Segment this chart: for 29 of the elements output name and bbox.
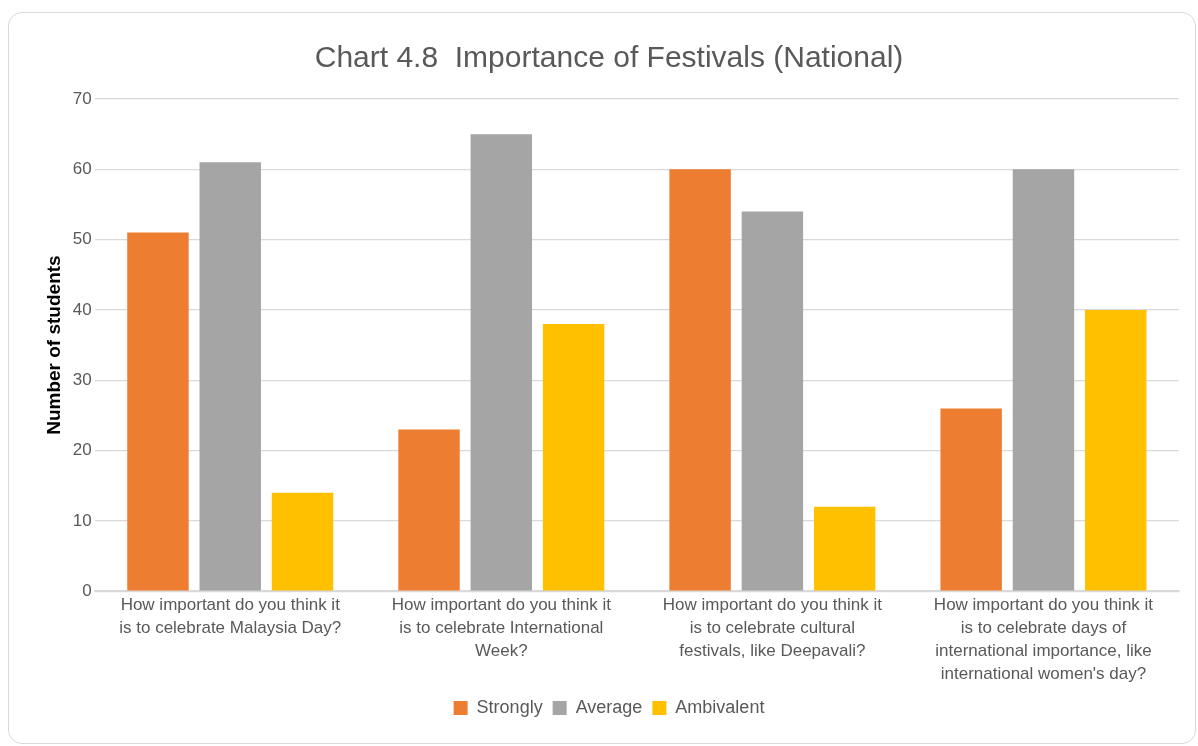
bar <box>127 232 189 591</box>
bar <box>542 324 605 591</box>
y-tick-label: 20 <box>72 440 92 460</box>
bar <box>940 408 1002 591</box>
bar <box>741 211 804 591</box>
y-axis-title: Number of students <box>42 255 64 435</box>
y-tick-label: 70 <box>72 88 92 108</box>
legend-label: Ambivalent <box>675 696 765 717</box>
y-tick-label: 10 <box>72 510 92 530</box>
bar <box>398 429 460 591</box>
bar <box>199 162 261 591</box>
bar <box>1085 309 1147 591</box>
x-tick-label: How important do you think it is to celebrate Malaysia Day? <box>119 595 342 638</box>
x-tick-label: How important do you think it is to celebrate days of international importance, like international women's day? <box>933 595 1154 684</box>
legend-label: Average <box>575 696 643 717</box>
x-tick-label: How important do you think it is to celebrate International Week? <box>391 595 612 661</box>
y-tick-label: 50 <box>72 229 92 249</box>
y-tick-label: 60 <box>72 159 92 178</box>
bar <box>669 169 731 591</box>
bar <box>1012 169 1075 591</box>
legend-label: Strongly <box>476 696 543 717</box>
y-tick-label: 40 <box>72 299 92 319</box>
y-tick-label: 0 <box>82 580 92 600</box>
bar <box>470 134 533 591</box>
x-tick-label: How important do you think it is to celebrate cultural festivals, like Deepavali? <box>662 595 883 661</box>
y-tick-label: 30 <box>72 369 92 389</box>
bar <box>813 506 876 591</box>
chart-title: Chart 4.8 Importance of Festivals (National) <box>314 40 904 74</box>
bar <box>271 492 334 591</box>
